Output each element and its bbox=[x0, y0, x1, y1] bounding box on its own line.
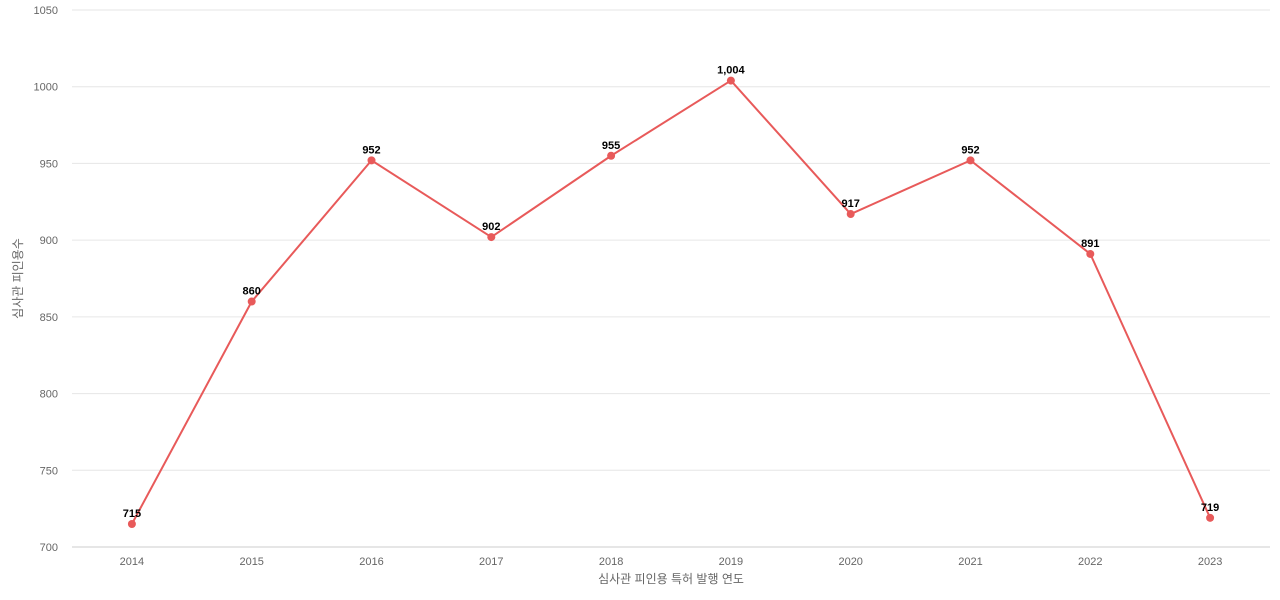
x-tick-label: 2019 bbox=[719, 556, 743, 568]
data-labels: 715 860 952 902 955 1,004 917 952 891 719 bbox=[123, 65, 1220, 520]
y-tick-label: 700 bbox=[40, 542, 58, 554]
x-tick-label: 2023 bbox=[1198, 556, 1222, 568]
x-tick-label: 2015 bbox=[239, 556, 263, 568]
data-point[interactable] bbox=[487, 233, 496, 242]
y-tick-label: 900 bbox=[40, 235, 58, 247]
data-label: 952 bbox=[961, 144, 979, 156]
x-tick-label: 2014 bbox=[120, 556, 144, 568]
x-axis-title: 심사관 피인용 특허 발행 연도 bbox=[598, 571, 744, 586]
x-tick-label: 2022 bbox=[1078, 556, 1102, 568]
x-tick-label: 2020 bbox=[838, 556, 862, 568]
y-tick-label: 800 bbox=[40, 389, 58, 401]
grid-layer bbox=[72, 9, 1270, 548]
data-point[interactable] bbox=[846, 210, 855, 219]
series-layer bbox=[127, 76, 1215, 528]
y-tick-label: 950 bbox=[40, 158, 58, 170]
data-label: 891 bbox=[1081, 238, 1099, 250]
data-point[interactable] bbox=[726, 76, 735, 85]
x-tick-labels: 2014 2015 2016 2017 2018 2019 2020 2021 2022 2023 bbox=[120, 556, 1223, 568]
y-axis-title: 심사관 피인용수 bbox=[11, 238, 25, 319]
y-tick-label: 750 bbox=[40, 465, 58, 477]
data-label: 860 bbox=[243, 286, 261, 298]
x-tick-label: 2021 bbox=[958, 556, 982, 568]
data-label: 719 bbox=[1201, 502, 1219, 514]
data-point[interactable] bbox=[1206, 513, 1215, 522]
data-point[interactable] bbox=[247, 297, 256, 306]
y-tick-label: 1050 bbox=[34, 5, 58, 17]
data-label: 955 bbox=[602, 140, 620, 152]
x-tick-label: 2016 bbox=[359, 556, 383, 568]
y-tick-label: 850 bbox=[40, 312, 58, 324]
data-point[interactable] bbox=[127, 519, 136, 528]
data-label: 715 bbox=[123, 508, 141, 520]
data-point[interactable] bbox=[367, 156, 376, 165]
y-tick-label: 1000 bbox=[34, 82, 58, 94]
data-point[interactable] bbox=[1086, 249, 1095, 258]
data-label: 902 bbox=[482, 221, 500, 233]
data-point[interactable] bbox=[607, 151, 616, 160]
data-label: 952 bbox=[362, 144, 380, 156]
y-tick-labels: 700 750 800 850 900 950 1000 1050 bbox=[34, 5, 58, 554]
data-point[interactable] bbox=[966, 156, 975, 165]
x-tick-label: 2017 bbox=[479, 556, 503, 568]
x-tick-label: 2018 bbox=[599, 556, 623, 568]
data-label: 1,004 bbox=[717, 65, 745, 77]
data-label: 917 bbox=[842, 198, 860, 210]
series-line bbox=[131, 79, 1212, 525]
